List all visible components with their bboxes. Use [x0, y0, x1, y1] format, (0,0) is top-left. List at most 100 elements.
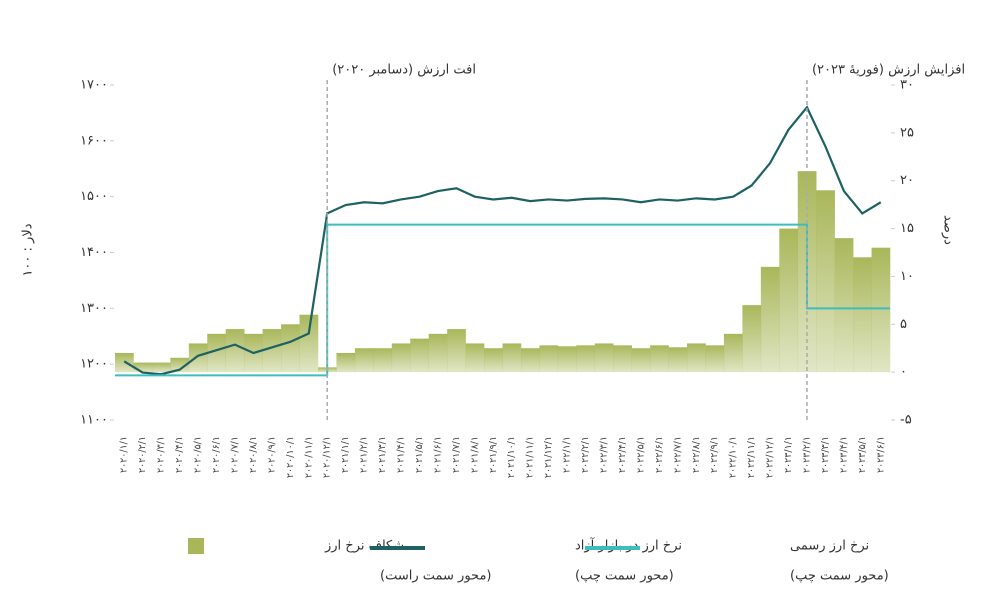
y2-axis-label: درصد — [941, 215, 956, 245]
gap-bar — [188, 343, 208, 373]
x-tick-label: ۲۰۲۲/۶/۱ — [654, 436, 665, 473]
gap-bar — [170, 357, 190, 373]
x-tick-label: ۲۰۲۰/۱۰/۱ — [285, 436, 296, 478]
gap-bar — [299, 314, 319, 373]
x-tick-label: ۲۰۲۲/۸/۱ — [691, 436, 702, 473]
gap-bar — [539, 345, 559, 373]
y-tick-label: ۱۶۰۰ — [80, 133, 108, 148]
y2-tick-label: ۲۵ — [900, 125, 914, 140]
x-tick-label: ۲۰۲۱/۷/۱ — [451, 436, 462, 473]
gap-bar — [723, 333, 743, 373]
gap-bar — [650, 345, 669, 373]
x-tick-label: ۲۰۲۱/۸/۱ — [469, 436, 480, 473]
gap-bar — [871, 247, 891, 373]
y-tick-label: ۱۲۰۰ — [80, 357, 108, 372]
y2-tick-label: ۰ — [900, 365, 907, 380]
legend-item: شکاف نرخ ارز(محور سمت راست) — [188, 538, 491, 584]
x-tick-label: ۲۰۲۲/۴/۱ — [617, 436, 628, 473]
gap-bar — [760, 266, 780, 373]
legend-label: نرخ ارز رسمی — [790, 539, 869, 554]
y2-tick-label: ۳۰ — [900, 78, 914, 93]
x-tick-label: ۲۰۲۰/۳/۱ — [156, 436, 167, 473]
x-tick-label: ۲۰۲۰/۸/۱ — [248, 436, 259, 473]
y-tick-label: ۱۱۰۰ — [80, 413, 108, 428]
gap-bar — [465, 343, 485, 373]
x-tick-label: ۲۰۲۰/۷/۱ — [229, 436, 240, 473]
x-tick-label: ۲۰۲۲/۲/۱ — [580, 436, 591, 473]
x-tick-label: ۲۰۲۱/۵/۱ — [414, 436, 425, 473]
gap-bar — [576, 345, 596, 373]
x-tick-label: ۲۰۲۲/۵/۱ — [635, 436, 646, 473]
gap-bar — [428, 333, 448, 373]
gap-bar — [742, 305, 762, 373]
legend-item: نرخ ارز در بازار آزاد (محور سمت چپ) — [370, 537, 682, 584]
legend-note: (محور سمت چپ) — [790, 569, 889, 584]
gap-bar — [557, 346, 577, 373]
x-tick-label: ۲۰۲۳/۶/۱ — [875, 436, 886, 473]
x-tick-label: ۲۰۲۳/۲/۱ — [801, 436, 812, 473]
gap-bar — [779, 228, 799, 373]
gap-bar — [373, 348, 393, 373]
gap-bar — [447, 329, 466, 373]
gap-bar — [631, 348, 651, 373]
x-tick-label: ۲۰۲۳/۱/۱ — [783, 436, 794, 473]
x-tick-label: ۲۰۲۲/۷/۱ — [672, 436, 683, 473]
x-tick-label: ۲۰۲۱/۶/۱ — [432, 436, 443, 473]
x-tick-label: ۲۰۲۳/۵/۱ — [857, 436, 868, 473]
gap-bar — [502, 343, 522, 373]
gap-bar — [354, 348, 374, 373]
x-tick-label: ۲۰۲۰/۱/۱ — [119, 436, 130, 473]
x-tick-label: ۲۰۲۳/۳/۱ — [820, 436, 831, 473]
gap-bar — [207, 333, 227, 373]
annotation: افت ارزش (دسامبر ۲۰۲۰) — [332, 63, 476, 78]
gap-bar — [834, 238, 854, 373]
y2-tick-label: ۲۰ — [900, 173, 914, 188]
y2-tick-label: ۱۰ — [900, 269, 914, 284]
gap-bar — [613, 345, 632, 373]
gap-bar — [336, 353, 356, 373]
x-tick-label: ۲۰۲۱/۱۰/۱ — [506, 436, 517, 478]
x-tick-label: ۲۰۲۱/۳/۱ — [377, 436, 388, 473]
x-tick-label: ۲۰۲۱/۴/۱ — [396, 436, 407, 473]
legend-item: نرخ ارز رسمی (محور سمت چپ) — [585, 539, 889, 584]
x-tick-label: ۲۰۲۱/۱۲/۱ — [543, 436, 554, 478]
x-tick-label: ۲۰۲۰/۱۲/۱ — [322, 436, 333, 478]
x-tick-label: ۲۰۲۲/۱۲/۱ — [765, 436, 776, 478]
free-rate-line — [123, 105, 882, 376]
gap-bar — [484, 348, 503, 373]
y2-tick-label: -۵ — [900, 413, 912, 428]
x-tick-label: ۲۰۲۰/۱۱/۱ — [303, 436, 314, 478]
legend-label: نرخ ارز در بازار آزاد — [575, 537, 682, 554]
gap-bar — [687, 343, 706, 373]
x-tick-label: ۲۰۲۰/۶/۱ — [211, 436, 222, 473]
legend-swatch — [188, 538, 204, 554]
y2-tick-label: ۱۵ — [900, 221, 914, 236]
legend-note: (محور سمت چپ) — [575, 569, 674, 584]
gap-bar — [133, 362, 153, 373]
y-tick-label: ۱۵۰۰ — [80, 189, 108, 204]
x-tick-label: ۲۰۲۰/۹/۱ — [266, 436, 277, 473]
gap-bar — [151, 362, 171, 373]
annotation: افزایش ارزش (فوریهٔ ۲۰۲۳) — [812, 63, 965, 78]
gap-bar — [410, 338, 429, 373]
x-tick-label: ۲۰۲۱/۲/۱ — [359, 436, 370, 473]
y-tick-label: ۱۴۰۰ — [80, 245, 108, 260]
gap-bar — [281, 324, 300, 373]
x-tick-label: ۲۰۲۱/۱۱/۱ — [525, 436, 536, 478]
gap-bar — [816, 190, 835, 373]
x-tick-label: ۲۰۲۲/۱۱/۱ — [746, 436, 757, 478]
gap-bar — [262, 329, 282, 373]
gap-bar — [225, 329, 245, 373]
x-tick-label: ۲۰۲۲/۹/۱ — [709, 436, 720, 473]
x-tick-label: ۲۰۲۰/۵/۱ — [193, 436, 204, 473]
x-tick-label: ۲۰۲۲/۳/۱ — [598, 436, 609, 473]
y-tick-label: ۱۷۰۰ — [80, 78, 108, 93]
x-tick-label: ۲۰۲۰/۲/۱ — [137, 436, 148, 473]
x-tick-label: ۲۰۲۲/۱۰/۱ — [728, 436, 739, 478]
legend-note: (محور سمت راست) — [380, 569, 491, 584]
x-tick-label: ۲۰۲۱/۹/۱ — [488, 436, 499, 473]
gap-bar — [594, 343, 614, 373]
y2-tick-label: ۵ — [900, 317, 907, 332]
gap-bar — [853, 257, 872, 373]
